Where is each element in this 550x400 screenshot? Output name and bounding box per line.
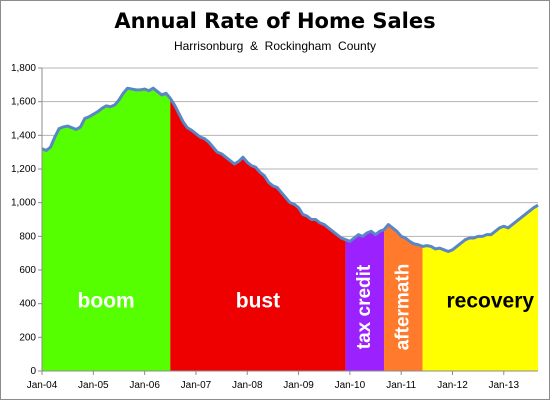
phase-area-bust <box>170 98 346 372</box>
phase-label: boom <box>78 290 135 313</box>
chart-subtitle: Harrisonburg & Rockingham County <box>173 39 377 53</box>
y-tick-label: 1,600 <box>11 97 36 108</box>
x-tick-label: Jan-08 <box>232 380 263 391</box>
y-tick-label: 0 <box>30 366 36 377</box>
series-line <box>41 86 539 253</box>
y-tick-label: 1,400 <box>11 130 36 141</box>
phase-label: recovery <box>446 290 534 313</box>
x-tick-label: Jan-12 <box>437 380 468 391</box>
y-tick-label: 1,000 <box>11 198 36 209</box>
y-tick-label: 800 <box>19 231 36 242</box>
y-tick-label: 600 <box>19 265 36 276</box>
phase-area-tax-credit <box>345 229 385 371</box>
phase-label: aftermath <box>392 264 413 351</box>
x-tick-label: Jan-11 <box>386 380 416 391</box>
y-tick-label: 400 <box>19 299 36 310</box>
y-tick-label: 200 <box>19 332 36 343</box>
x-tick-label: Jan-10 <box>335 380 366 391</box>
x-tick-label: Jan-09 <box>283 380 314 391</box>
x-tick-label: Jan-05 <box>78 380 109 391</box>
x-tick-label: Jan-04 <box>27 380 58 391</box>
phase-area-recovery <box>422 205 538 371</box>
phase-area-boom <box>42 88 171 371</box>
x-tick-label: Jan-06 <box>129 380 160 391</box>
chart-title: Annual Rate of Home Sales <box>114 9 436 33</box>
x-tick-label: Jan-07 <box>181 380 212 391</box>
y-tick-label: 1,800 <box>11 63 36 74</box>
phase-label: bust <box>236 290 280 313</box>
phase-area-aftermath <box>384 224 423 371</box>
x-tick-label: Jan-13 <box>489 380 520 391</box>
phase-label: tax credit <box>354 264 375 349</box>
y-tick-label: 1,200 <box>11 164 36 175</box>
